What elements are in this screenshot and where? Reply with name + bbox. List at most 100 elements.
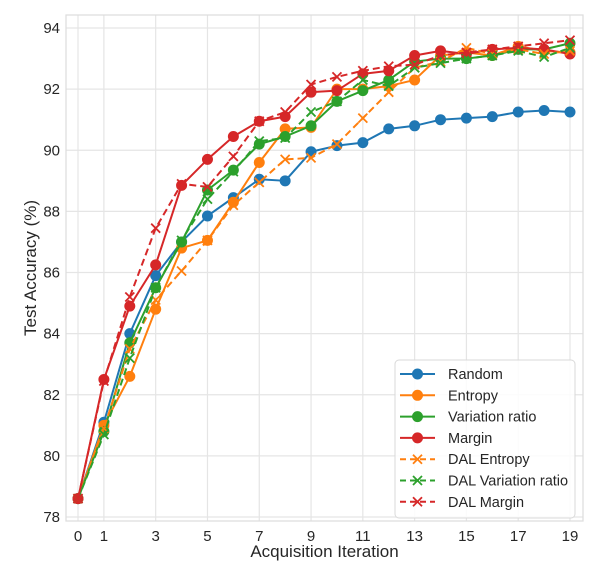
data-point-dal-margin: [280, 106, 291, 118]
x-marker-stroke: [412, 454, 423, 465]
x-marker-stroke: [176, 265, 187, 277]
x-tick-label: 3: [152, 528, 160, 545]
x-marker-stroke: [98, 375, 110, 387]
data-point-variation-ratio: [305, 120, 317, 132]
data-point-dal-variation-ratio: [254, 135, 265, 147]
data-point-dal-entropy: [176, 265, 187, 277]
x-marker-stroke: [435, 58, 446, 69]
x-marker-stroke: [150, 282, 161, 293]
data-point-dal-variation-ratio: [280, 132, 291, 144]
legend-circle-marker: [412, 411, 423, 423]
x-marker-stroke: [513, 44, 524, 55]
series-line-dal-entropy: [77, 46, 571, 500]
legend-item-dal-entropy: DAL Entropy: [400, 452, 530, 468]
x-marker-stroke: [564, 45, 576, 57]
y-tick-label: 84: [43, 326, 60, 343]
x-marker-stroke: [357, 65, 368, 76]
x-marker-stroke: [228, 151, 239, 162]
data-point-dal-variation-ratio: [564, 42, 576, 54]
series-group: [72, 35, 576, 505]
x-marker-stroke: [254, 177, 265, 188]
x-marker-stroke: [487, 48, 498, 60]
x-marker-stroke: [280, 132, 291, 144]
data-point-dal-entropy: [280, 154, 291, 165]
x-tick-label: 1: [100, 528, 108, 545]
data-point-random: [435, 114, 447, 126]
x-marker-stroke: [124, 343, 135, 355]
data-point-dal-entropy: [331, 139, 343, 150]
data-point-dal-variation-ratio: [538, 51, 550, 63]
x-axis-title: Acquisition Iteration: [250, 542, 398, 561]
x-marker-stroke: [98, 429, 110, 440]
plot-frame: [65, 14, 584, 522]
x-marker-stroke: [150, 223, 161, 234]
x-marker-stroke: [150, 294, 161, 306]
x-axis-ticks: 0 1 3 5 7 9 11 13 15 17 19: [74, 528, 579, 545]
data-point-dal-entropy: [487, 48, 498, 60]
data-point-dal-margin: [98, 375, 110, 387]
data-point-entropy: [253, 156, 265, 168]
y-tick-label: 88: [43, 203, 60, 220]
legend: Random Entropy Variation ratio Margin DAL En…: [394, 359, 576, 519]
legend-label: Variation ratio: [448, 410, 536, 426]
data-point-dal-variation-ratio: [513, 45, 524, 57]
legend-circle-marker: [412, 368, 423, 380]
data-point-random: [279, 175, 291, 187]
data-point-dal-margin: [409, 59, 420, 70]
x-marker-stroke: [487, 44, 498, 55]
legend-label: Entropy: [448, 388, 499, 404]
y-tick-label: 78: [43, 509, 60, 526]
data-point-random: [409, 120, 421, 132]
legend-item-dal-margin: DAL Margin: [400, 495, 524, 511]
x-tick-label: 5: [203, 528, 211, 545]
data-point-margin: [227, 130, 239, 142]
data-point-entropy: [150, 303, 162, 315]
data-point-dal-entropy: [202, 235, 213, 246]
data-point-dal-margin: [150, 223, 161, 234]
data-point-margin: [150, 259, 162, 271]
data-point-variation-ratio: [357, 85, 369, 97]
data-point-dal-margin: [176, 178, 187, 190]
x-marker-stroke: [564, 35, 576, 46]
x-marker-stroke: [409, 62, 420, 73]
data-point-dal-margin: [72, 493, 84, 504]
series-dal-margin: [72, 35, 576, 504]
legend-label: Margin: [448, 431, 492, 447]
x-marker-stroke: [513, 45, 524, 57]
y-tick-label: 94: [43, 20, 60, 37]
data-point-dal-margin: [254, 116, 265, 127]
y-tick-label: 82: [43, 387, 60, 404]
data-point-dal-variation-ratio: [357, 74, 368, 86]
data-point-dal-margin: [513, 41, 524, 52]
x-marker-stroke: [331, 71, 343, 83]
y-tick-label: 92: [43, 81, 60, 98]
legend-label: DAL Margin: [448, 495, 524, 511]
legend-item-dal-variation-ratio: DAL Variation ratio: [400, 474, 568, 490]
series-line-dal-margin: [77, 39, 571, 499]
data-point-dal-margin: [357, 65, 368, 76]
x-marker-stroke: [435, 50, 446, 61]
data-point-entropy: [227, 196, 239, 208]
x-marker-stroke: [228, 200, 239, 211]
legend-item-margin: Margin: [400, 431, 492, 447]
data-point-dal-variation-ratio: [383, 80, 394, 92]
x-tick-label: 11: [355, 528, 371, 545]
x-marker-stroke: [513, 41, 524, 52]
data-point-random: [357, 137, 369, 149]
legend-label: DAL Entropy: [448, 452, 530, 468]
data-point-random: [486, 111, 498, 123]
data-point-margin: [201, 153, 213, 165]
x-marker-stroke: [357, 113, 368, 124]
x-marker-stroke: [412, 496, 423, 507]
y-tick-label: 80: [43, 448, 60, 465]
x-tick-label: 13: [406, 528, 423, 545]
y-axis-title: Test Accuracy (%): [21, 200, 40, 336]
x-marker-stroke: [124, 352, 135, 364]
x-marker-stroke: [461, 42, 472, 54]
x-marker-stroke: [383, 80, 394, 92]
data-point-dal-variation-ratio: [98, 429, 110, 440]
data-point-random: [460, 112, 472, 124]
x-marker-stroke: [280, 106, 291, 118]
data-point-dal-variation-ratio: [305, 106, 317, 118]
